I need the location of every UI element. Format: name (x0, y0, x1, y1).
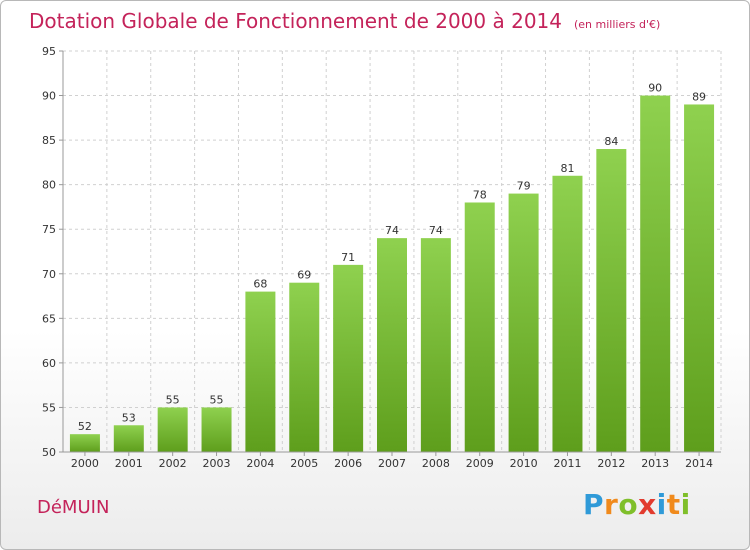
y-tick-label: 85 (42, 134, 56, 147)
data-label: 89 (692, 90, 706, 103)
x-tick-label: 2011 (553, 457, 581, 470)
chart-title-row: Dotation Globale de Fonctionnement de 20… (29, 9, 660, 33)
labels: 50 55 60 65 70 75 80 85 90 95 52 2000 53 2001 55 2002 55… (42, 45, 713, 470)
bar (640, 95, 671, 453)
chart-title: Dotation Globale de Fonctionnement de 20… (29, 9, 562, 33)
data-label: 71 (341, 251, 355, 264)
proxiti-logo[interactable]: Proxiti (583, 488, 691, 521)
y-tick-label: 50 (42, 446, 56, 459)
axes (59, 50, 721, 456)
x-tick-label: 2009 (466, 457, 494, 470)
bar (420, 238, 451, 452)
bar (113, 425, 144, 452)
bar (201, 407, 232, 452)
commune-name: DéMUIN (37, 497, 110, 518)
bar (333, 264, 364, 452)
bar (245, 291, 276, 452)
bar (69, 434, 100, 452)
x-tick-label: 2010 (510, 457, 538, 470)
x-tick-label: 2002 (159, 457, 187, 470)
y-tick-label: 65 (42, 312, 56, 325)
x-tick-label: 2003 (203, 457, 231, 470)
y-tick-label: 60 (42, 357, 56, 370)
x-tick-label: 2014 (685, 457, 713, 470)
y-tick-label: 70 (42, 268, 56, 281)
data-label: 81 (560, 162, 574, 175)
data-label: 74 (385, 224, 399, 237)
x-tick-label: 2012 (597, 457, 625, 470)
y-tick-label: 95 (42, 45, 56, 58)
data-label: 84 (604, 135, 618, 148)
x-tick-label: 2000 (71, 457, 99, 470)
bar (684, 104, 715, 452)
data-label: 79 (517, 180, 531, 193)
y-tick-label: 90 (42, 90, 56, 103)
x-tick-label: 2006 (334, 457, 362, 470)
data-label: 74 (429, 224, 443, 237)
x-tick-label: 2001 (115, 457, 143, 470)
x-tick-label: 2008 (422, 457, 450, 470)
data-label: 55 (210, 393, 224, 406)
bar (377, 238, 407, 452)
bar (552, 175, 583, 452)
y-tick-label: 55 (42, 401, 56, 414)
x-tick-label: 2004 (246, 457, 274, 470)
bar (508, 193, 539, 453)
data-label: 55 (166, 393, 180, 406)
data-label: 69 (297, 269, 311, 282)
data-label: 68 (253, 278, 267, 291)
data-label: 53 (122, 411, 136, 424)
bar (289, 282, 320, 452)
data-label: 52 (78, 420, 92, 433)
data-label: 90 (648, 82, 662, 95)
x-tick-label: 2007 (378, 457, 406, 470)
bar (157, 407, 188, 452)
x-tick-label: 2005 (290, 457, 318, 470)
bar (464, 202, 495, 452)
y-tick-label: 75 (42, 223, 56, 236)
bars (69, 95, 715, 453)
bar (596, 149, 627, 452)
data-label: 78 (473, 188, 487, 201)
x-tick-label: 2013 (641, 457, 669, 470)
y-tick-label: 80 (42, 179, 56, 192)
chart-unit: (en milliers d'€) (574, 18, 661, 31)
